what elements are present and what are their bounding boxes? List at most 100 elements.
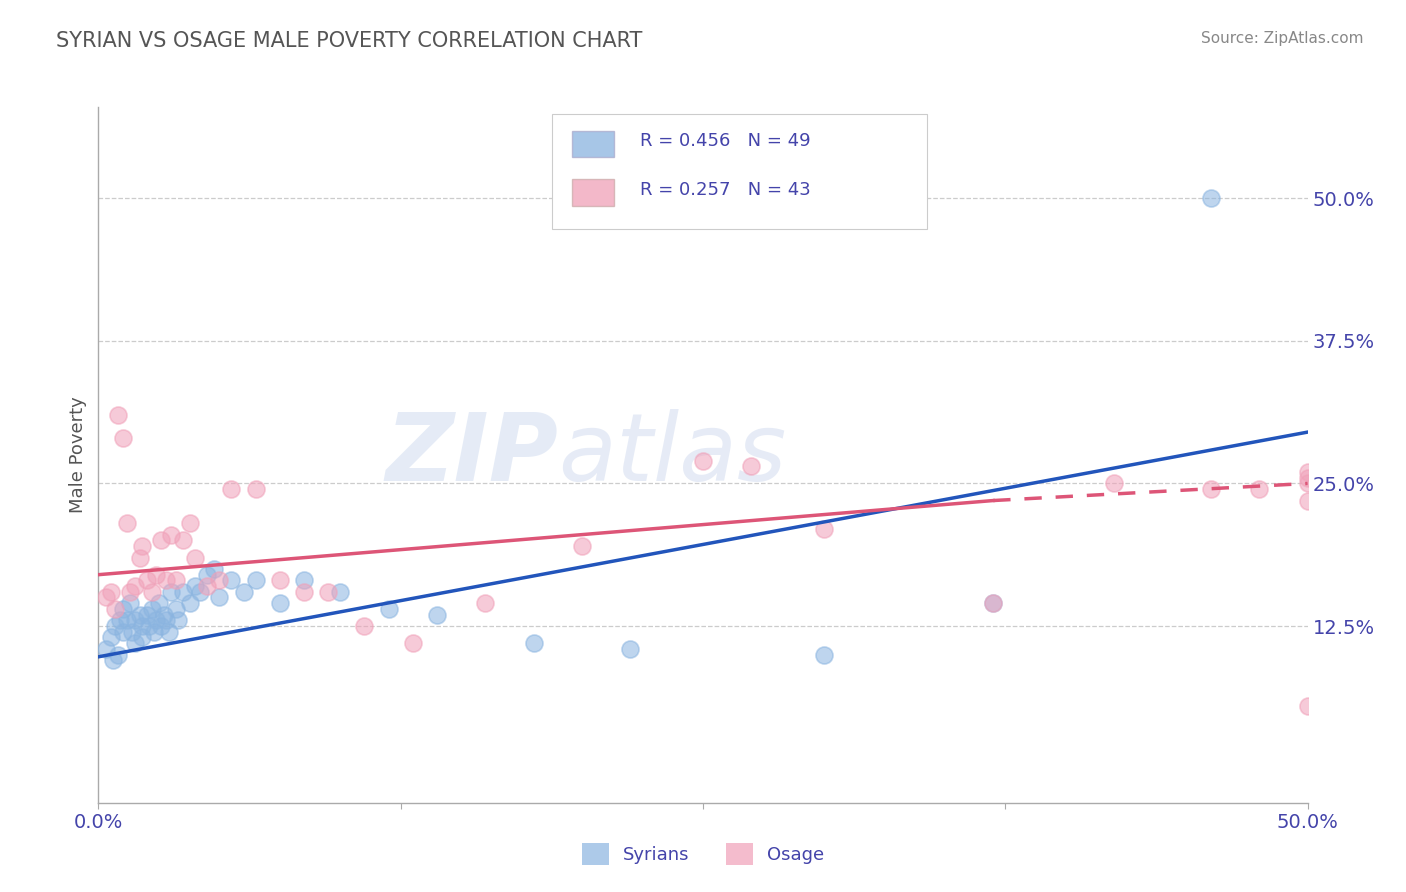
Point	[981, 596, 1004, 610]
Point	[269, 574, 291, 588]
Point	[426, 607, 449, 622]
FancyBboxPatch shape	[572, 131, 614, 157]
Point	[1296, 476, 1319, 491]
FancyBboxPatch shape	[572, 179, 614, 206]
Point	[141, 584, 163, 599]
Point	[131, 619, 153, 633]
Point	[124, 636, 146, 650]
Point	[353, 619, 375, 633]
Point	[157, 624, 180, 639]
Point	[377, 602, 399, 616]
Point	[195, 579, 218, 593]
Point	[135, 607, 157, 622]
Point	[135, 574, 157, 588]
Point	[150, 619, 173, 633]
Point	[108, 613, 131, 627]
Point	[107, 408, 129, 422]
Point	[111, 602, 134, 616]
Point	[141, 602, 163, 616]
Point	[232, 584, 254, 599]
Point	[221, 574, 243, 588]
Point	[160, 584, 183, 599]
Point	[124, 613, 146, 627]
Point	[1296, 698, 1319, 713]
Point	[208, 574, 231, 588]
Point	[245, 574, 267, 588]
Point	[188, 584, 211, 599]
Point	[523, 636, 546, 650]
Point	[117, 613, 139, 627]
Point	[208, 591, 231, 605]
Point	[813, 648, 835, 662]
Point	[104, 602, 127, 616]
Point	[619, 641, 641, 656]
FancyBboxPatch shape	[553, 114, 927, 229]
Text: SYRIAN VS OSAGE MALE POVERTY CORRELATION CHART: SYRIAN VS OSAGE MALE POVERTY CORRELATION…	[56, 31, 643, 51]
Point	[128, 550, 150, 565]
Point	[131, 631, 153, 645]
Point	[118, 584, 141, 599]
Point	[184, 579, 207, 593]
Text: ZIP: ZIP	[385, 409, 558, 501]
Point	[111, 431, 134, 445]
Point	[195, 567, 218, 582]
Point	[124, 579, 146, 593]
Point	[145, 613, 167, 627]
Point	[1102, 476, 1125, 491]
Point	[118, 596, 141, 610]
Point	[155, 613, 177, 627]
Point	[165, 574, 187, 588]
Point	[813, 522, 835, 536]
Text: Source: ZipAtlas.com: Source: ZipAtlas.com	[1201, 31, 1364, 46]
Point	[245, 482, 267, 496]
Point	[1296, 465, 1319, 479]
Text: R = 0.257   N = 43: R = 0.257 N = 43	[640, 181, 811, 199]
Point	[131, 539, 153, 553]
Point	[128, 607, 150, 622]
Text: atlas: atlas	[558, 409, 786, 500]
Point	[474, 596, 496, 610]
Point	[172, 533, 194, 548]
Point	[316, 584, 339, 599]
Point	[292, 574, 315, 588]
Point	[571, 539, 593, 553]
Point	[148, 596, 170, 610]
Point	[184, 550, 207, 565]
Point	[145, 567, 167, 582]
Point	[1199, 482, 1222, 496]
Point	[111, 624, 134, 639]
Point	[1296, 471, 1319, 485]
Point	[107, 648, 129, 662]
Point	[1199, 191, 1222, 205]
Point	[121, 624, 143, 639]
Point	[179, 516, 201, 531]
Point	[692, 453, 714, 467]
Point	[155, 574, 177, 588]
Point	[138, 619, 160, 633]
Point	[740, 459, 762, 474]
Point	[172, 584, 194, 599]
Point	[167, 613, 190, 627]
Point	[94, 591, 117, 605]
Point	[1296, 493, 1319, 508]
Point	[117, 516, 139, 531]
Point	[269, 596, 291, 610]
Point	[165, 602, 187, 616]
Point	[150, 533, 173, 548]
Point	[329, 584, 352, 599]
Point	[221, 482, 243, 496]
Point	[100, 631, 122, 645]
Legend: Syrians, Osage: Syrians, Osage	[572, 834, 834, 874]
Point	[160, 528, 183, 542]
Point	[104, 619, 127, 633]
Point	[204, 562, 226, 576]
Point	[292, 584, 315, 599]
Y-axis label: Male Poverty: Male Poverty	[69, 397, 87, 513]
Point	[143, 624, 166, 639]
Point	[101, 653, 124, 667]
Point	[1249, 482, 1271, 496]
Point	[152, 607, 174, 622]
Point	[100, 584, 122, 599]
Point	[402, 636, 425, 650]
Point	[94, 641, 117, 656]
